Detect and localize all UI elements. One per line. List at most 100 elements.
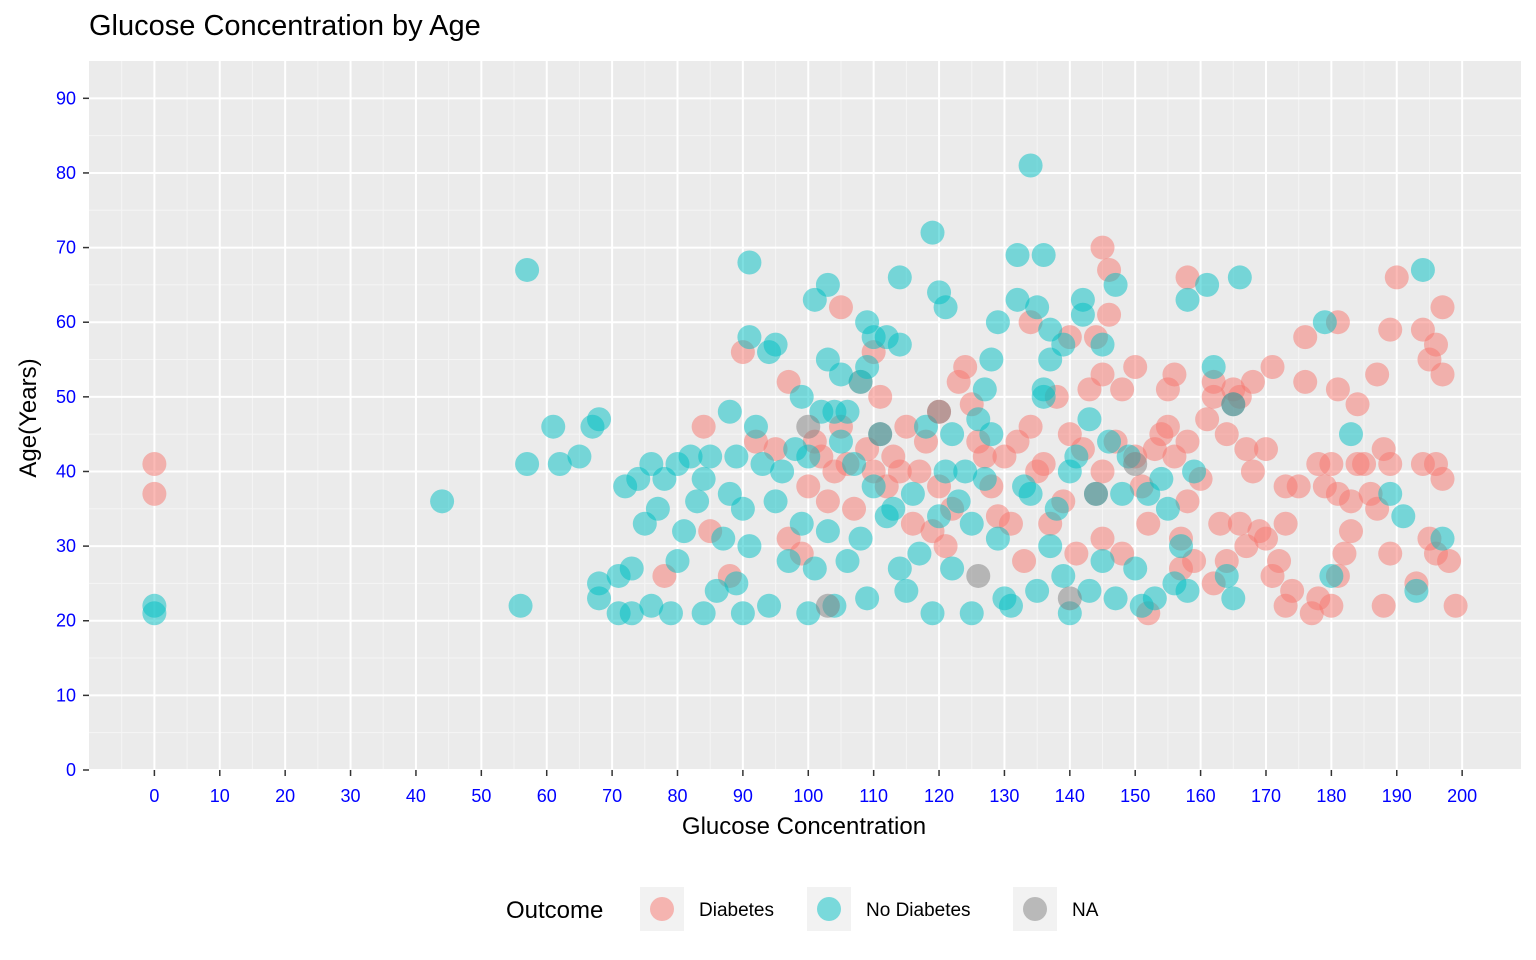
y-tick-label: 50: [56, 387, 76, 407]
data-point: [737, 534, 762, 559]
data-point: [1103, 586, 1128, 611]
data-point: [142, 601, 167, 626]
data-point: [868, 422, 893, 447]
y-tick-label: 70: [56, 238, 76, 258]
data-point: [789, 384, 814, 409]
data-point: [724, 571, 749, 596]
data-point: [815, 519, 840, 544]
data-point: [796, 444, 821, 469]
x-tick-label: 130: [989, 786, 1019, 806]
data-point: [691, 414, 716, 439]
x-tick-label: 180: [1316, 786, 1346, 806]
data-point: [1253, 437, 1278, 462]
data-point: [1430, 466, 1455, 491]
data-point: [1175, 429, 1200, 454]
data-point: [1064, 541, 1089, 566]
x-tick-label: 90: [733, 786, 753, 806]
data-point: [940, 422, 965, 447]
data-point: [848, 526, 873, 551]
data-point: [887, 265, 912, 290]
y-axis-title: Age(Years): [15, 358, 42, 477]
data-point: [1031, 384, 1056, 409]
data-point: [881, 496, 906, 521]
data-point: [894, 578, 919, 603]
y-tick-label: 60: [56, 312, 76, 332]
data-point: [1025, 578, 1050, 603]
data-point: [1325, 377, 1350, 402]
data-point: [802, 556, 827, 581]
data-point: [1221, 392, 1246, 417]
data-point: [1123, 452, 1148, 477]
data-point: [796, 414, 821, 439]
data-point: [1083, 481, 1108, 506]
data-point: [1208, 511, 1233, 536]
data-point: [1227, 511, 1252, 536]
data-point: [855, 354, 880, 379]
data-point: [645, 496, 670, 521]
data-point: [698, 444, 723, 469]
data-point: [1319, 563, 1344, 588]
data-point: [1110, 377, 1135, 402]
data-point: [1352, 452, 1377, 477]
data-point: [1260, 354, 1285, 379]
legend-label: No Diabetes: [866, 900, 971, 921]
legend-key: [650, 897, 674, 921]
data-point: [972, 466, 997, 491]
data-point: [1175, 287, 1200, 312]
data-point: [796, 601, 821, 626]
data-point: [972, 377, 997, 402]
y-axis: 0 10 20 30 40 50 60 70 80 90: [56, 88, 89, 780]
data-point: [1201, 354, 1226, 379]
y-tick-label: 10: [56, 685, 76, 705]
data-point: [1090, 526, 1115, 551]
x-tick-label: 150: [1120, 786, 1150, 806]
x-tick-label: 0: [149, 786, 159, 806]
data-point: [1162, 362, 1187, 387]
data-point: [1214, 422, 1239, 447]
data-point: [1051, 332, 1076, 357]
data-point: [1214, 563, 1239, 588]
data-point: [1155, 414, 1180, 439]
legend-label: Diabetes: [699, 900, 774, 921]
data-point: [900, 511, 925, 536]
x-tick-label: 190: [1382, 786, 1412, 806]
data-point: [665, 549, 690, 574]
data-point: [1319, 593, 1344, 618]
data-point: [717, 399, 742, 424]
legend-title: Outcome: [506, 897, 603, 924]
data-point: [1142, 586, 1167, 611]
data-point: [1090, 332, 1115, 357]
x-tick-label: 200: [1447, 786, 1477, 806]
x-tick-label: 120: [924, 786, 954, 806]
data-point: [1430, 362, 1455, 387]
data-point: [927, 399, 952, 424]
data-point: [868, 384, 893, 409]
data-point: [1234, 437, 1259, 462]
data-point: [1195, 272, 1220, 297]
data-point: [979, 347, 1004, 372]
data-point: [547, 452, 572, 477]
data-point: [1123, 354, 1148, 379]
data-point: [1378, 541, 1403, 566]
data-point: [953, 459, 978, 484]
data-point: [587, 586, 612, 611]
data-point: [1273, 511, 1298, 536]
data-points: [142, 153, 1468, 626]
data-point: [953, 354, 978, 379]
data-point: [1103, 272, 1128, 297]
data-point: [1175, 489, 1200, 514]
data-point: [933, 459, 958, 484]
data-point: [1221, 586, 1246, 611]
data-point: [743, 414, 768, 439]
data-point: [1123, 556, 1148, 581]
x-tick-label: 80: [667, 786, 687, 806]
data-point: [678, 444, 703, 469]
data-point: [763, 332, 788, 357]
data-point: [887, 332, 912, 357]
x-axis: 0 10 20 30 40 50 60 70 80 90 100 110 120 130 140 150 160…: [149, 770, 1477, 806]
data-point: [1253, 526, 1278, 551]
data-point: [1319, 452, 1344, 477]
data-point: [1338, 422, 1363, 447]
data-point: [1168, 534, 1193, 559]
data-point: [1430, 295, 1455, 320]
